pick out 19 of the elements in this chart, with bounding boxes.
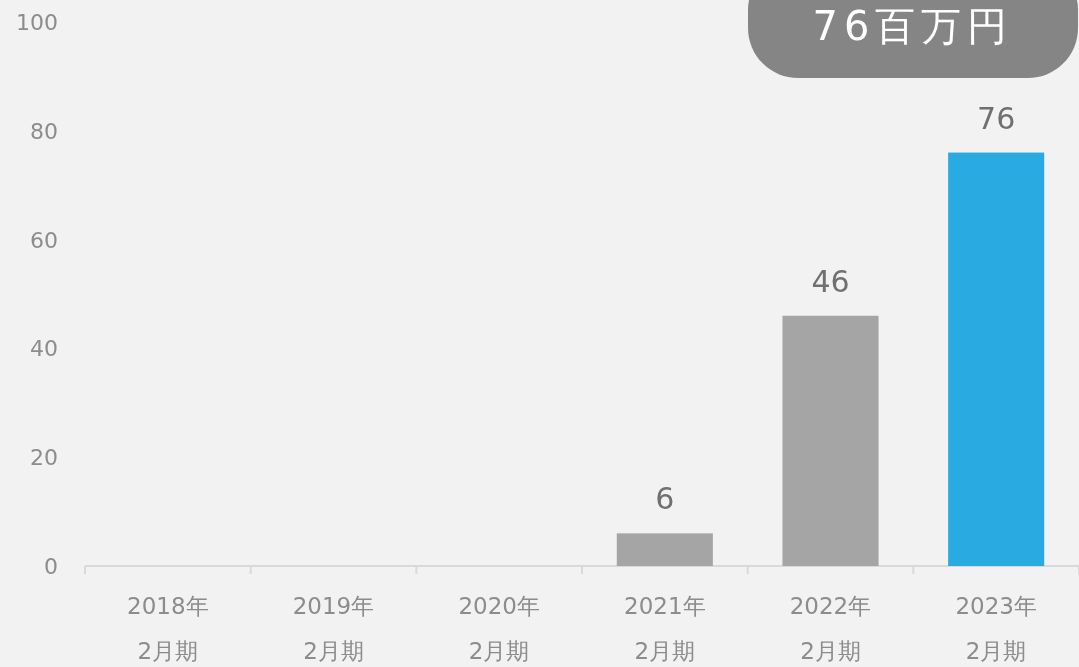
- y-tick-label: 0: [44, 554, 58, 579]
- x-tick-label: 2020年 2月期: [458, 593, 540, 664]
- bar: [948, 152, 1045, 566]
- x-tick-label: 2019年 2月期: [292, 593, 375, 664]
- x-tick-label: 2022年 2月期: [789, 593, 872, 664]
- y-tick-label: 60: [30, 227, 58, 253]
- data-label: 76: [977, 100, 1016, 136]
- data-label: 46: [811, 263, 850, 299]
- data-label: 6: [655, 481, 675, 517]
- x-tick-label: 2021年 2月期: [624, 593, 706, 664]
- y-tick-label: 80: [30, 118, 58, 144]
- bar: [616, 533, 713, 566]
- annotation: 76百万円: [812, 3, 1014, 49]
- y-tick-label: 40: [30, 336, 58, 362]
- x-tick-label: 2018年 2月期: [127, 593, 209, 664]
- y-tick-label: 100: [16, 10, 58, 35]
- bar: [782, 315, 879, 566]
- y-tick-label: 20: [30, 445, 58, 471]
- x-tick-label: 2023年 2月期: [955, 593, 1037, 664]
